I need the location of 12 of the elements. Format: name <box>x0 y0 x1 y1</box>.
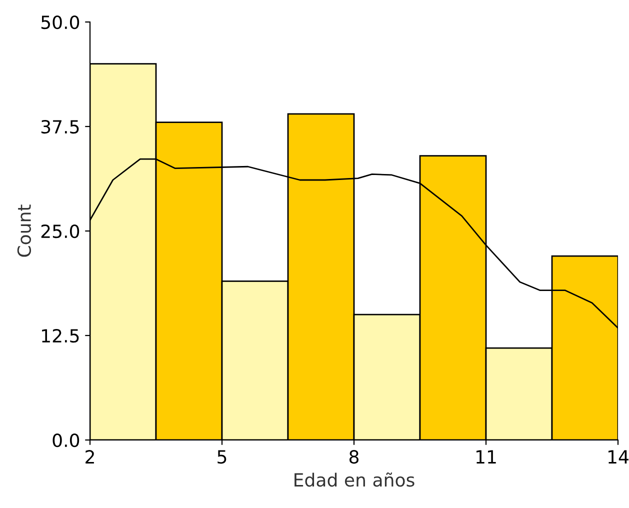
y-tick-label: 0.0 <box>52 433 80 448</box>
y-tick-label: 37.5 <box>41 120 79 134</box>
y-tick-label: 12.5 <box>42 328 79 343</box>
x-tick-label: 2 <box>86 450 94 464</box>
x-tick-label: 11 <box>476 450 496 464</box>
y-tick-label: 50.0 <box>41 15 80 30</box>
x-tick-label: 14 <box>608 450 628 464</box>
y-axis-title: Count <box>17 204 32 257</box>
x-tick-label: 5 <box>218 450 226 464</box>
y-tick-label: 25.0 <box>41 224 80 238</box>
x-axis-title: Edad en años <box>294 472 414 487</box>
x-tick-label: 8 <box>349 450 359 464</box>
